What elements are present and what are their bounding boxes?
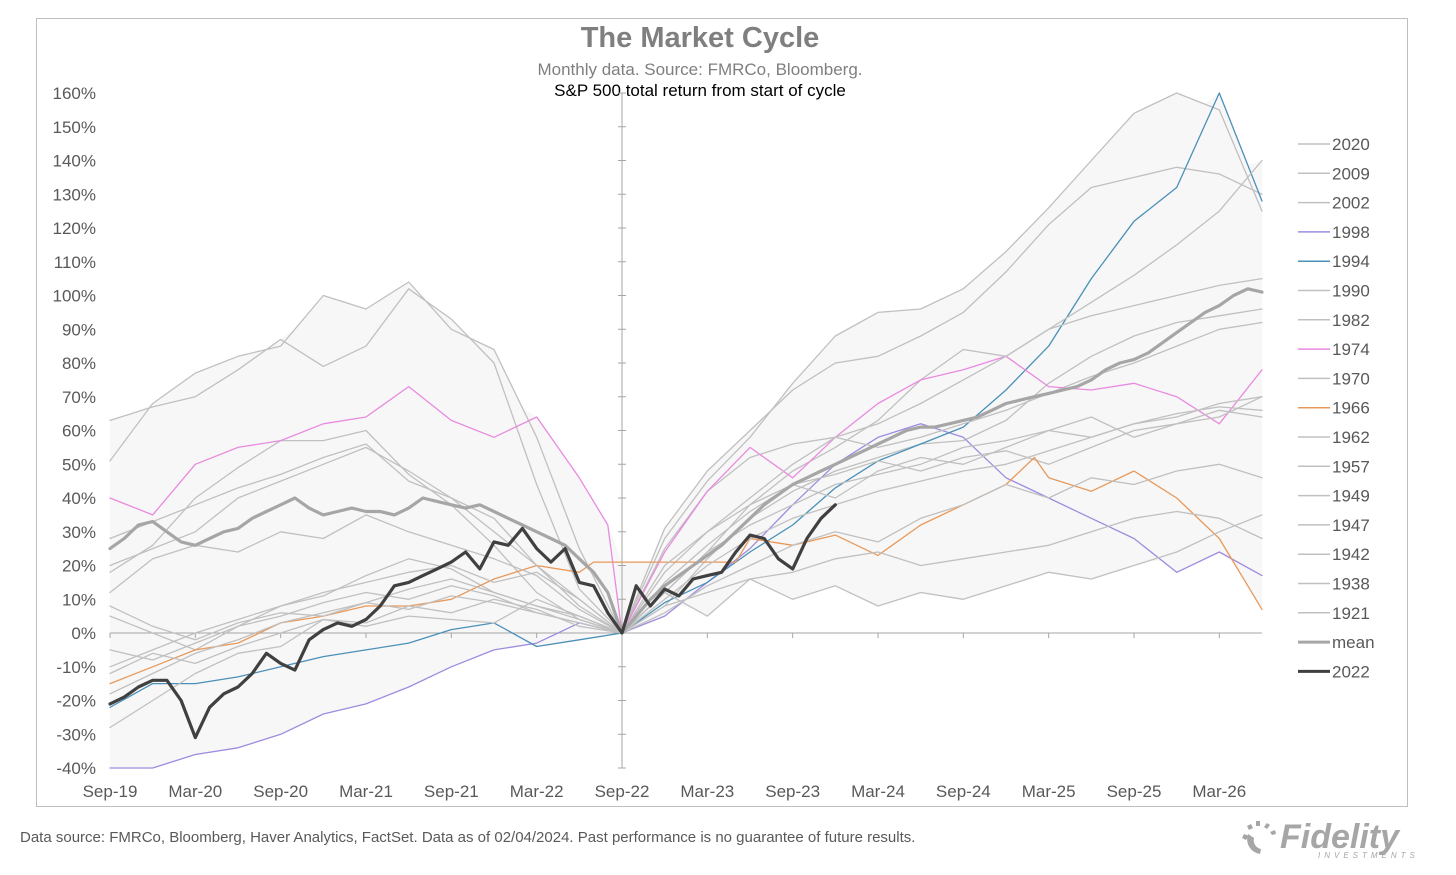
- y-tick-label: 160%: [53, 84, 96, 103]
- legend: 2020 2009 2002 1998 1994 1990 1982 1974 1970 1966…: [1298, 135, 1375, 681]
- chart-subtitle: Monthly data. Source: FMRCo, Bloomberg.: [537, 60, 863, 79]
- legend-label-1957: 1957: [1332, 457, 1370, 476]
- x-tick-label: Mar-25: [1022, 782, 1076, 801]
- logo-subtext: INVESTMENTS: [1318, 851, 1419, 860]
- y-tick-label: 0%: [71, 624, 96, 643]
- legend-label-1921: 1921: [1332, 604, 1370, 623]
- y-tick-label: 10%: [62, 590, 96, 609]
- legend-label-1962: 1962: [1332, 428, 1370, 447]
- x-tick-label: Sep-23: [765, 782, 820, 801]
- starburst-icon: [1242, 821, 1276, 854]
- y-tick-label: 30%: [62, 523, 96, 542]
- x-tick-label: Sep-20: [253, 782, 308, 801]
- legend-label-1966: 1966: [1332, 399, 1370, 418]
- y-tick-label: 150%: [53, 118, 96, 137]
- legend-label-1970: 1970: [1332, 369, 1370, 388]
- legend-label-mean: mean: [1332, 633, 1375, 652]
- y-tick-label: 40%: [62, 489, 96, 508]
- legend-label-2009: 2009: [1332, 164, 1370, 183]
- series-line-1994: [109, 92, 1263, 708]
- legend-label-1982: 1982: [1332, 311, 1370, 330]
- y-tick-label: 100%: [53, 287, 96, 306]
- legend-label-1942: 1942: [1332, 545, 1370, 564]
- x-tick-label: Mar-26: [1192, 782, 1246, 801]
- x-tick-label: Sep-24: [936, 782, 991, 801]
- y-tick-label: -40%: [56, 759, 96, 778]
- legend-label-2020: 2020: [1332, 135, 1370, 154]
- y-tick-label: -10%: [56, 658, 96, 677]
- x-tick-label: Sep-25: [1107, 782, 1162, 801]
- y-tick-label: 140%: [53, 152, 96, 171]
- series-line-1962: [109, 396, 1263, 668]
- series-line-1949: [109, 396, 1263, 661]
- y-tick-label: 110%: [54, 253, 96, 272]
- legend-label-1949: 1949: [1332, 487, 1370, 506]
- x-tick-label: Mar-21: [339, 782, 393, 801]
- range-band-fill: [110, 93, 1262, 768]
- x-tick-labels: Sep-19 Mar-20 Sep-20 Mar-21 Sep-21 Mar-22 Sep-…: [83, 782, 1247, 801]
- y-tick-label: 130%: [53, 185, 96, 204]
- series-line-1970: [109, 409, 1263, 729]
- x-tick-label: Mar-24: [851, 782, 905, 801]
- x-tick-label: Sep-19: [83, 782, 138, 801]
- legend-label-1947: 1947: [1332, 516, 1370, 535]
- chart-subtitle-measure: S&P 500 total return from start of cycle: [554, 81, 846, 100]
- legend-label-1974: 1974: [1332, 340, 1370, 359]
- y-tick-label: 120%: [53, 219, 96, 238]
- y-tick-label: -30%: [56, 725, 96, 744]
- y-tick-label: 80%: [62, 354, 96, 373]
- x-tick-label: Mar-23: [680, 782, 734, 801]
- logo-wordmark: Fidelity: [1280, 818, 1400, 856]
- series-line-1921: [109, 159, 1263, 641]
- series-line-mean: [108, 287, 1264, 635]
- y-tick-label: -20%: [56, 692, 96, 711]
- legend-label-1998: 1998: [1332, 223, 1370, 242]
- legend-label-1994: 1994: [1332, 252, 1370, 271]
- legend-label-1990: 1990: [1332, 282, 1370, 301]
- series-line-1974: [109, 355, 1263, 634]
- x-tick-label: Sep-22: [595, 782, 650, 801]
- series-line-2009: [109, 166, 1263, 634]
- y-tick-label: 20%: [62, 557, 96, 576]
- legend-label-2022: 2022: [1332, 662, 1370, 681]
- fidelity-logo: Fidelity INVESTMENTS: [1240, 818, 1445, 862]
- chart-title: The Market Cycle: [580, 22, 820, 54]
- x-tick-label: Mar-22: [510, 782, 564, 801]
- legend-label-2002: 2002: [1332, 194, 1370, 213]
- x-tick-label: Sep-21: [424, 782, 479, 801]
- y-tick-label: 60%: [62, 422, 96, 441]
- footer-note: Data source: FMRCo, Bloomberg, Haver Ana…: [20, 829, 916, 846]
- series-line-1942: [109, 510, 1263, 634]
- y-tick-label: 50%: [62, 455, 96, 474]
- series-line-1938: [109, 446, 1263, 634]
- series-line-1966: [109, 456, 1263, 685]
- series-line-1982: [109, 321, 1263, 651]
- series-line-2022: [108, 503, 837, 740]
- series-lines: [108, 92, 1264, 769]
- y-tick-labels: 160% 150% 140% 130% 120% 110% 100% 90% 80% 70% 60%…: [53, 84, 96, 778]
- y-tick-label: 90%: [62, 320, 96, 339]
- legend-label-1938: 1938: [1332, 575, 1370, 594]
- y-tick-label: 70%: [62, 388, 96, 407]
- x-tick-label: Mar-20: [168, 782, 222, 801]
- series-line-2020: [109, 92, 1263, 634]
- range-band: [110, 93, 1262, 768]
